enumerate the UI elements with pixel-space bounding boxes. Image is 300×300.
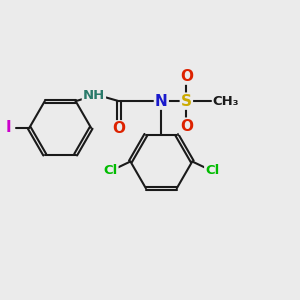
Text: CH₃: CH₃ — [213, 94, 239, 108]
Text: S: S — [181, 94, 192, 109]
Text: O: O — [180, 69, 193, 84]
Text: O: O — [112, 121, 125, 136]
Text: Cl: Cl — [103, 164, 118, 177]
Text: N: N — [155, 94, 168, 109]
Text: NH: NH — [83, 89, 105, 102]
Text: I: I — [5, 120, 11, 135]
Text: Cl: Cl — [205, 164, 219, 177]
Text: O: O — [180, 119, 193, 134]
